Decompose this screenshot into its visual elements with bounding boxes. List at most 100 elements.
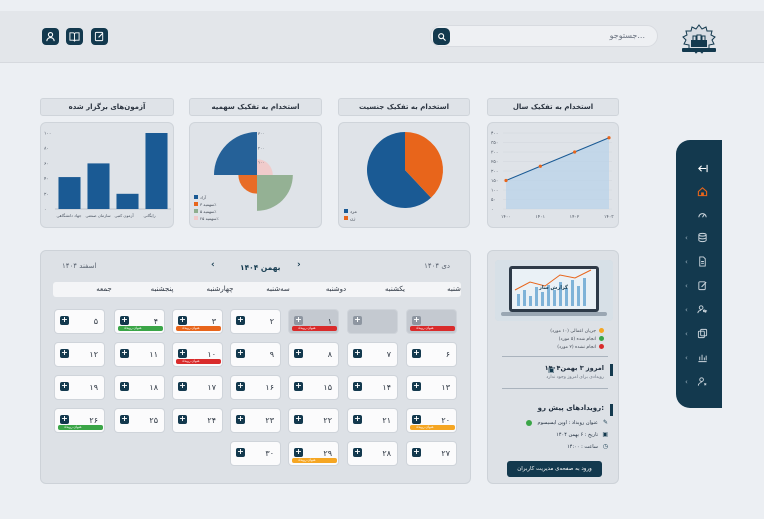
calendar-day[interactable]: ۲ + bbox=[230, 309, 281, 334]
home-icon[interactable] bbox=[696, 185, 708, 197]
event-chip[interactable]: عنوان رویداد bbox=[410, 326, 455, 331]
add-event-icon[interactable]: + bbox=[353, 348, 362, 358]
add-event-icon[interactable]: + bbox=[236, 315, 245, 325]
add-event-icon[interactable]: + bbox=[353, 381, 362, 391]
add-event-icon[interactable]: + bbox=[120, 381, 129, 391]
user-icon[interactable] bbox=[42, 28, 59, 45]
add-event-icon[interactable]: + bbox=[60, 414, 69, 424]
add-event-icon[interactable]: + bbox=[236, 348, 245, 358]
chevron-left-icon[interactable]: ‹ bbox=[685, 306, 688, 314]
calendar-day[interactable]: ۲۰ + عنوان رویداد bbox=[406, 408, 457, 433]
book-icon[interactable] bbox=[66, 28, 83, 45]
add-event-icon[interactable]: + bbox=[178, 315, 187, 325]
add-event-icon[interactable]: + bbox=[294, 414, 303, 424]
add-event-icon[interactable]: + bbox=[294, 315, 303, 325]
event-chip[interactable]: عنوان رویداد bbox=[176, 326, 221, 331]
add-event-icon[interactable]: + bbox=[178, 414, 187, 424]
add-event-icon[interactable]: + bbox=[178, 348, 187, 358]
add-event-icon[interactable]: + bbox=[412, 348, 421, 358]
user-key-icon[interactable] bbox=[696, 303, 708, 315]
edit-note-icon[interactable] bbox=[91, 28, 108, 45]
edit-document-icon[interactable] bbox=[696, 279, 708, 291]
calendar-day[interactable]: ۷ + bbox=[347, 342, 398, 367]
add-event-icon[interactable]: + bbox=[294, 381, 303, 391]
calendar-day[interactable]: ۱ + عنوان رویداد bbox=[288, 309, 339, 334]
calendar-day[interactable]: ۳۰ + bbox=[230, 441, 281, 466]
calendar-day[interactable]: ۱۲ + bbox=[54, 342, 105, 367]
chevron-left-icon[interactable]: ‹ bbox=[685, 354, 688, 362]
chevron-left-icon[interactable]: ‹ bbox=[685, 234, 688, 242]
database-icon[interactable] bbox=[696, 231, 708, 243]
prev-arrow[interactable]: ‹ bbox=[211, 260, 215, 270]
event-chip[interactable]: عنوان رویداد bbox=[176, 359, 221, 364]
add-event-icon[interactable]: + bbox=[353, 447, 362, 457]
add-event-icon[interactable]: + bbox=[353, 315, 362, 325]
search-icon[interactable] bbox=[433, 28, 450, 45]
calendar-day[interactable]: ۲۲ + bbox=[288, 408, 339, 433]
document-icon[interactable] bbox=[696, 255, 708, 267]
calendar-day[interactable]: ۲۸ + bbox=[347, 441, 398, 466]
calendar-day[interactable]: ۲۵ + bbox=[114, 408, 165, 433]
search-bar[interactable]: جستوجو... bbox=[430, 25, 658, 47]
add-event-icon[interactable]: + bbox=[60, 348, 69, 358]
event-chip[interactable]: عنوان رویداد bbox=[292, 458, 337, 463]
calendar-day[interactable]: ۸ + bbox=[288, 342, 339, 367]
calendar-day[interactable]: ۱۳ + bbox=[406, 375, 457, 400]
calendar-day[interactable]: ۴ + عنوان رویداد bbox=[114, 309, 165, 334]
chevron-left-icon[interactable]: ‹ bbox=[685, 378, 688, 386]
calendar-day[interactable]: ۱۰ + عنوان رویداد bbox=[172, 342, 223, 367]
user-settings-icon[interactable] bbox=[696, 375, 708, 387]
calendar-day[interactable]: ۱۵ + bbox=[288, 375, 339, 400]
calendar-day[interactable]: ۳ + عنوان رویداد bbox=[172, 309, 223, 334]
add-event-icon[interactable]: + bbox=[412, 447, 421, 457]
add-event-icon[interactable]: + bbox=[236, 414, 245, 424]
calendar-day[interactable]: ۱۶ + bbox=[230, 375, 281, 400]
event-chip[interactable]: عنوان رویداد bbox=[118, 326, 163, 331]
add-event-icon[interactable]: + bbox=[236, 447, 245, 457]
event-chip[interactable]: عنوان رویداد bbox=[410, 425, 455, 430]
chevron-left-icon[interactable]: ‹ bbox=[685, 282, 688, 290]
collapse-arrow-icon[interactable] bbox=[696, 162, 708, 174]
calendar-day[interactable]: ۹ + bbox=[230, 342, 281, 367]
add-event-icon[interactable]: + bbox=[412, 381, 421, 391]
calendar-day[interactable]: ۱۱ + bbox=[114, 342, 165, 367]
add-event-icon[interactable]: + bbox=[412, 315, 421, 325]
calendar-day[interactable]: ۲۳ + bbox=[230, 408, 281, 433]
add-event-icon[interactable]: + bbox=[353, 414, 362, 424]
chevron-left-icon[interactable]: ‹ bbox=[685, 330, 688, 338]
add-event-icon[interactable]: + bbox=[236, 381, 245, 391]
event-chip[interactable]: عنوان رویداد bbox=[58, 425, 103, 430]
calendar-day[interactable]: ۲۴ + bbox=[172, 408, 223, 433]
add-event-icon[interactable]: + bbox=[120, 315, 129, 325]
event-chip[interactable]: عنوان رویداد bbox=[292, 326, 337, 331]
add-event-icon[interactable]: + bbox=[120, 348, 129, 358]
calendar-day[interactable]: ۶ + bbox=[406, 342, 457, 367]
copy-icon[interactable] bbox=[696, 327, 708, 339]
add-event-icon[interactable]: + bbox=[60, 381, 69, 391]
calendar-day[interactable]: ۱۷ + bbox=[172, 375, 223, 400]
add-event-icon[interactable]: + bbox=[412, 414, 421, 424]
add-event-icon[interactable]: + bbox=[294, 348, 303, 358]
add-event-icon[interactable]: + bbox=[120, 414, 129, 424]
calendar-day[interactable]: ۲۷ + bbox=[406, 441, 457, 466]
prev-month-label[interactable]: دی ۱۴۰۴ bbox=[424, 262, 450, 270]
next-month-label[interactable]: اسفند ۱۴۰۴ bbox=[62, 262, 97, 270]
add-event-icon[interactable]: + bbox=[60, 315, 69, 325]
calendar-day[interactable]: ۲۹ + عنوان رویداد bbox=[288, 441, 339, 466]
chevron-left-icon[interactable]: ‹ bbox=[685, 258, 688, 266]
dashboard-gauge-icon[interactable] bbox=[696, 208, 708, 220]
calendar-day[interactable]: ۲۱ + bbox=[347, 408, 398, 433]
calendar-day[interactable]: ۱۸ + bbox=[114, 375, 165, 400]
calendar-day[interactable]: ۱۹ + bbox=[54, 375, 105, 400]
calendar-day[interactable]: ۵ + bbox=[54, 309, 105, 334]
bar-chart-icon[interactable] bbox=[696, 351, 708, 363]
calendar-day[interactable]: ۱۴ + bbox=[347, 375, 398, 400]
next-arrow[interactable]: › bbox=[297, 260, 301, 270]
calendar-day[interactable]: + bbox=[347, 309, 398, 334]
search-placeholder[interactable]: جستوجو... bbox=[609, 31, 645, 40]
add-event-icon[interactable]: + bbox=[178, 381, 187, 391]
add-event-icon[interactable]: + bbox=[294, 447, 303, 457]
calendar-day[interactable]: ۲۶ + عنوان رویداد bbox=[54, 408, 105, 433]
manage-users-button[interactable]: ورود به صفحه‌ی مدیریت کاربران bbox=[507, 461, 602, 477]
calendar-day[interactable]: + عنوان رویداد bbox=[406, 309, 457, 334]
